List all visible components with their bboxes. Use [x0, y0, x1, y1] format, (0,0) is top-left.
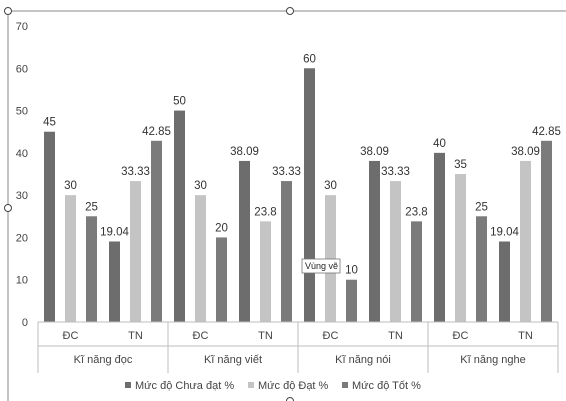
bar — [304, 68, 315, 323]
x-subcategory-label: ĐC — [193, 330, 209, 342]
y-axis: 0 10 20 30 40 50 60 70 — [16, 21, 28, 329]
x-group-label: Kĩ năng đọc — [74, 354, 133, 366]
bar — [476, 216, 487, 322]
data-label: 30 — [324, 180, 337, 192]
bar — [109, 241, 120, 322]
data-label: 35 — [454, 159, 467, 171]
bar — [520, 160, 531, 322]
bar — [455, 174, 466, 322]
y-tick-label: 50 — [16, 106, 28, 118]
x-group-label: Kĩ năng nói — [335, 354, 391, 366]
data-label: 23.8 — [254, 206, 276, 218]
legend-swatch — [125, 382, 131, 388]
bar — [346, 279, 357, 322]
y-tick-label: 70 — [16, 21, 28, 33]
data-label: 25 — [475, 201, 488, 213]
bar — [411, 221, 422, 322]
data-label: 42.85 — [532, 126, 561, 138]
bar — [216, 237, 227, 322]
resize-handle-top-left[interactable] — [4, 7, 12, 15]
legend-swatch — [248, 382, 254, 388]
x-axis: ĐC TN Kĩ năng đọc ĐC TN Kĩ năng viết ĐC TN Kĩ nă… — [37, 321, 559, 373]
y-tick-label: 30 — [16, 190, 28, 202]
x-subcategory-label: TN — [518, 330, 533, 342]
data-label: 25 — [85, 201, 98, 213]
legend: Mức độ Chưa đạt % Mức độ Đạt % Mức độ Tốt … — [125, 380, 421, 392]
data-label: 38.09 — [360, 146, 389, 158]
legend-label: Mức độ Đạt % — [258, 380, 329, 392]
data-label: 30 — [194, 180, 207, 192]
bar — [44, 131, 55, 322]
data-label: 30 — [64, 180, 77, 192]
data-label: 19.04 — [100, 226, 129, 238]
bar — [369, 160, 380, 322]
y-tick-label: 20 — [16, 232, 28, 244]
resize-handle-middle-left[interactable] — [4, 204, 12, 212]
x-subcategory-label: ĐC — [323, 330, 339, 342]
x-subcategory-label: ĐC — [63, 330, 79, 342]
legend-label: Mức độ Tốt % — [352, 380, 421, 392]
x-subcategory-label: ĐC — [453, 330, 469, 342]
data-label: 38.09 — [230, 146, 259, 158]
resize-handle-bottom-center[interactable] — [286, 397, 294, 401]
tooltip-text: Vùng vẽ — [305, 261, 338, 271]
data-label: 33.33 — [121, 166, 150, 178]
bar — [174, 110, 185, 322]
x-subcategory-label: TN — [128, 330, 143, 342]
bars — [44, 68, 552, 323]
bar — [541, 140, 552, 322]
data-label: 33.33 — [272, 166, 301, 178]
bar — [499, 241, 510, 322]
x-group-label: Kĩ năng viết — [204, 354, 262, 366]
y-tick-label: 0 — [22, 317, 28, 329]
data-label: 50 — [173, 96, 186, 108]
data-label: 10 — [345, 265, 358, 277]
resize-handle-top-center[interactable] — [286, 7, 294, 15]
data-label: 45 — [43, 117, 56, 129]
bar — [86, 216, 97, 322]
plot-area-tooltip: Vùng vẽ — [301, 258, 341, 274]
bar — [151, 140, 162, 322]
y-tick-label: 40 — [16, 148, 28, 160]
bar — [390, 181, 401, 322]
y-tick-label: 10 — [16, 275, 28, 287]
data-label: 38.09 — [511, 146, 540, 158]
bar — [195, 195, 206, 322]
bar — [130, 181, 141, 322]
bar — [325, 195, 336, 322]
x-group-label: Kĩ năng nghe — [460, 354, 525, 366]
data-label: 42.85 — [142, 126, 171, 138]
data-labels: 45 19.04 50 38.09 60 38.09 40 19.04 30 33.33 30 23.… — [43, 53, 561, 276]
data-label: 19.04 — [490, 226, 519, 238]
data-label: 40 — [433, 138, 446, 150]
tooltip-box — [301, 258, 341, 274]
data-label: 33.33 — [381, 166, 410, 178]
x-subcategory-label: TN — [258, 330, 273, 342]
y-tick-label: 60 — [16, 63, 28, 75]
data-label: 60 — [303, 53, 316, 65]
data-label: 20 — [215, 222, 228, 234]
x-subcategory-label: TN — [388, 330, 403, 342]
data-label: 23.8 — [405, 206, 427, 218]
bar — [239, 160, 250, 322]
legend-swatch — [342, 382, 348, 388]
bar — [65, 195, 76, 322]
bar — [260, 221, 271, 322]
legend-label: Mức độ Chưa đạt % — [135, 380, 234, 392]
bar — [434, 152, 445, 322]
bar — [281, 181, 292, 322]
